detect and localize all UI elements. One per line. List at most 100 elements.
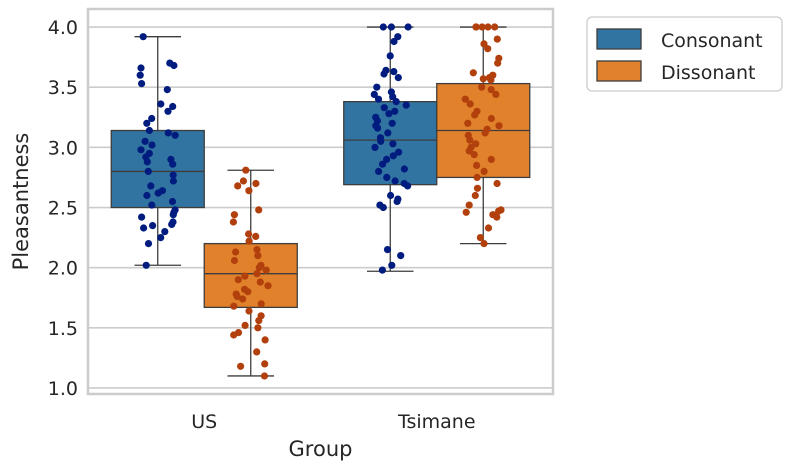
- data-point: [143, 119, 151, 127]
- strip-points: [136, 23, 505, 380]
- data-point: [234, 182, 242, 190]
- data-point: [383, 173, 391, 181]
- data-point: [388, 261, 396, 269]
- data-point: [264, 282, 272, 290]
- data-point: [380, 70, 388, 78]
- data-point: [245, 230, 253, 238]
- data-point: [164, 107, 172, 115]
- data-point: [487, 114, 495, 123]
- data-point: [464, 119, 472, 127]
- data-point: [472, 23, 480, 31]
- data-point: [232, 248, 240, 256]
- data-point: [478, 23, 486, 31]
- data-point: [484, 224, 493, 232]
- x-tick-label: Tsimane: [397, 411, 476, 433]
- data-point: [256, 278, 264, 286]
- data-point: [388, 119, 396, 127]
- data-point: [169, 102, 177, 111]
- data-point: [145, 126, 153, 135]
- data-point: [390, 68, 398, 76]
- data-point: [391, 107, 399, 115]
- data-point: [157, 100, 165, 108]
- data-point: [137, 64, 145, 72]
- x-tick-label: US: [191, 411, 217, 433]
- data-point: [171, 131, 179, 139]
- data-point: [229, 218, 237, 226]
- data-point: [245, 237, 253, 245]
- data-point: [148, 141, 156, 149]
- data-point: [383, 246, 392, 254]
- data-point: [237, 362, 245, 370]
- data-point: [466, 100, 474, 108]
- data-point: [373, 83, 381, 91]
- data-point: [386, 52, 394, 60]
- data-point: [255, 264, 263, 272]
- data-point: [169, 171, 177, 179]
- data-point: [143, 191, 151, 200]
- data-point: [402, 101, 410, 109]
- data-point: [262, 266, 270, 274]
- data-point: [163, 86, 171, 94]
- data-point: [470, 151, 478, 159]
- data-point: [230, 302, 238, 310]
- data-point: [478, 83, 486, 91]
- data-point: [392, 98, 400, 106]
- data-point: [395, 148, 403, 156]
- data-point: [374, 124, 382, 132]
- data-point: [169, 211, 177, 219]
- y-tick-labels: 1.0 1.5 2.0 2.5 3.0 3.5 4.0: [48, 17, 78, 400]
- data-point: [495, 122, 503, 130]
- data-point: [138, 213, 146, 221]
- y-tick-label: 1.5: [48, 318, 78, 340]
- y-tick-label: 2.5: [48, 198, 78, 220]
- data-point: [170, 61, 178, 70]
- data-point: [493, 35, 501, 43]
- data-point: [377, 137, 385, 145]
- data-point: [480, 240, 488, 248]
- data-point: [473, 184, 482, 192]
- data-point: [252, 232, 260, 240]
- data-point: [394, 74, 402, 82]
- legend-swatch-consonant: [596, 28, 642, 50]
- data-point: [493, 179, 501, 188]
- data-point: [380, 104, 388, 112]
- data-point: [239, 295, 247, 303]
- data-point: [169, 160, 177, 168]
- data-point: [141, 137, 149, 145]
- data-point: [387, 23, 395, 31]
- data-point: [387, 191, 395, 200]
- data-point: [161, 228, 169, 236]
- data-point: [378, 266, 386, 274]
- data-point: [487, 76, 495, 84]
- legend-label: Dissonant: [661, 62, 756, 84]
- plot-frame: [86, 7, 555, 396]
- y-tick-label: 3.0: [48, 137, 78, 159]
- data-point: [462, 208, 470, 216]
- data-point: [480, 167, 488, 175]
- data-point: [389, 140, 397, 148]
- data-point: [495, 207, 503, 215]
- legend-swatch-dissonant: [596, 60, 642, 82]
- data-point: [257, 300, 265, 308]
- data-point: [404, 23, 412, 31]
- data-point: [461, 95, 469, 103]
- data-point: [391, 177, 399, 185]
- data-point: [230, 256, 239, 265]
- data-point: [253, 246, 261, 254]
- data-point: [491, 23, 499, 31]
- data-point: [154, 189, 162, 197]
- data-point: [168, 220, 176, 228]
- data-point: [147, 182, 155, 190]
- data-point: [253, 270, 261, 278]
- data-point: [370, 90, 378, 98]
- data-point: [466, 136, 474, 144]
- data-point: [241, 321, 249, 329]
- data-point: [385, 110, 393, 118]
- data-point: [390, 37, 398, 46]
- data-point: [253, 348, 261, 356]
- data-point: [389, 152, 397, 160]
- x-axis-label: Group: [289, 437, 353, 461]
- data-point: [479, 75, 487, 83]
- y-tick-label: 3.5: [48, 77, 78, 99]
